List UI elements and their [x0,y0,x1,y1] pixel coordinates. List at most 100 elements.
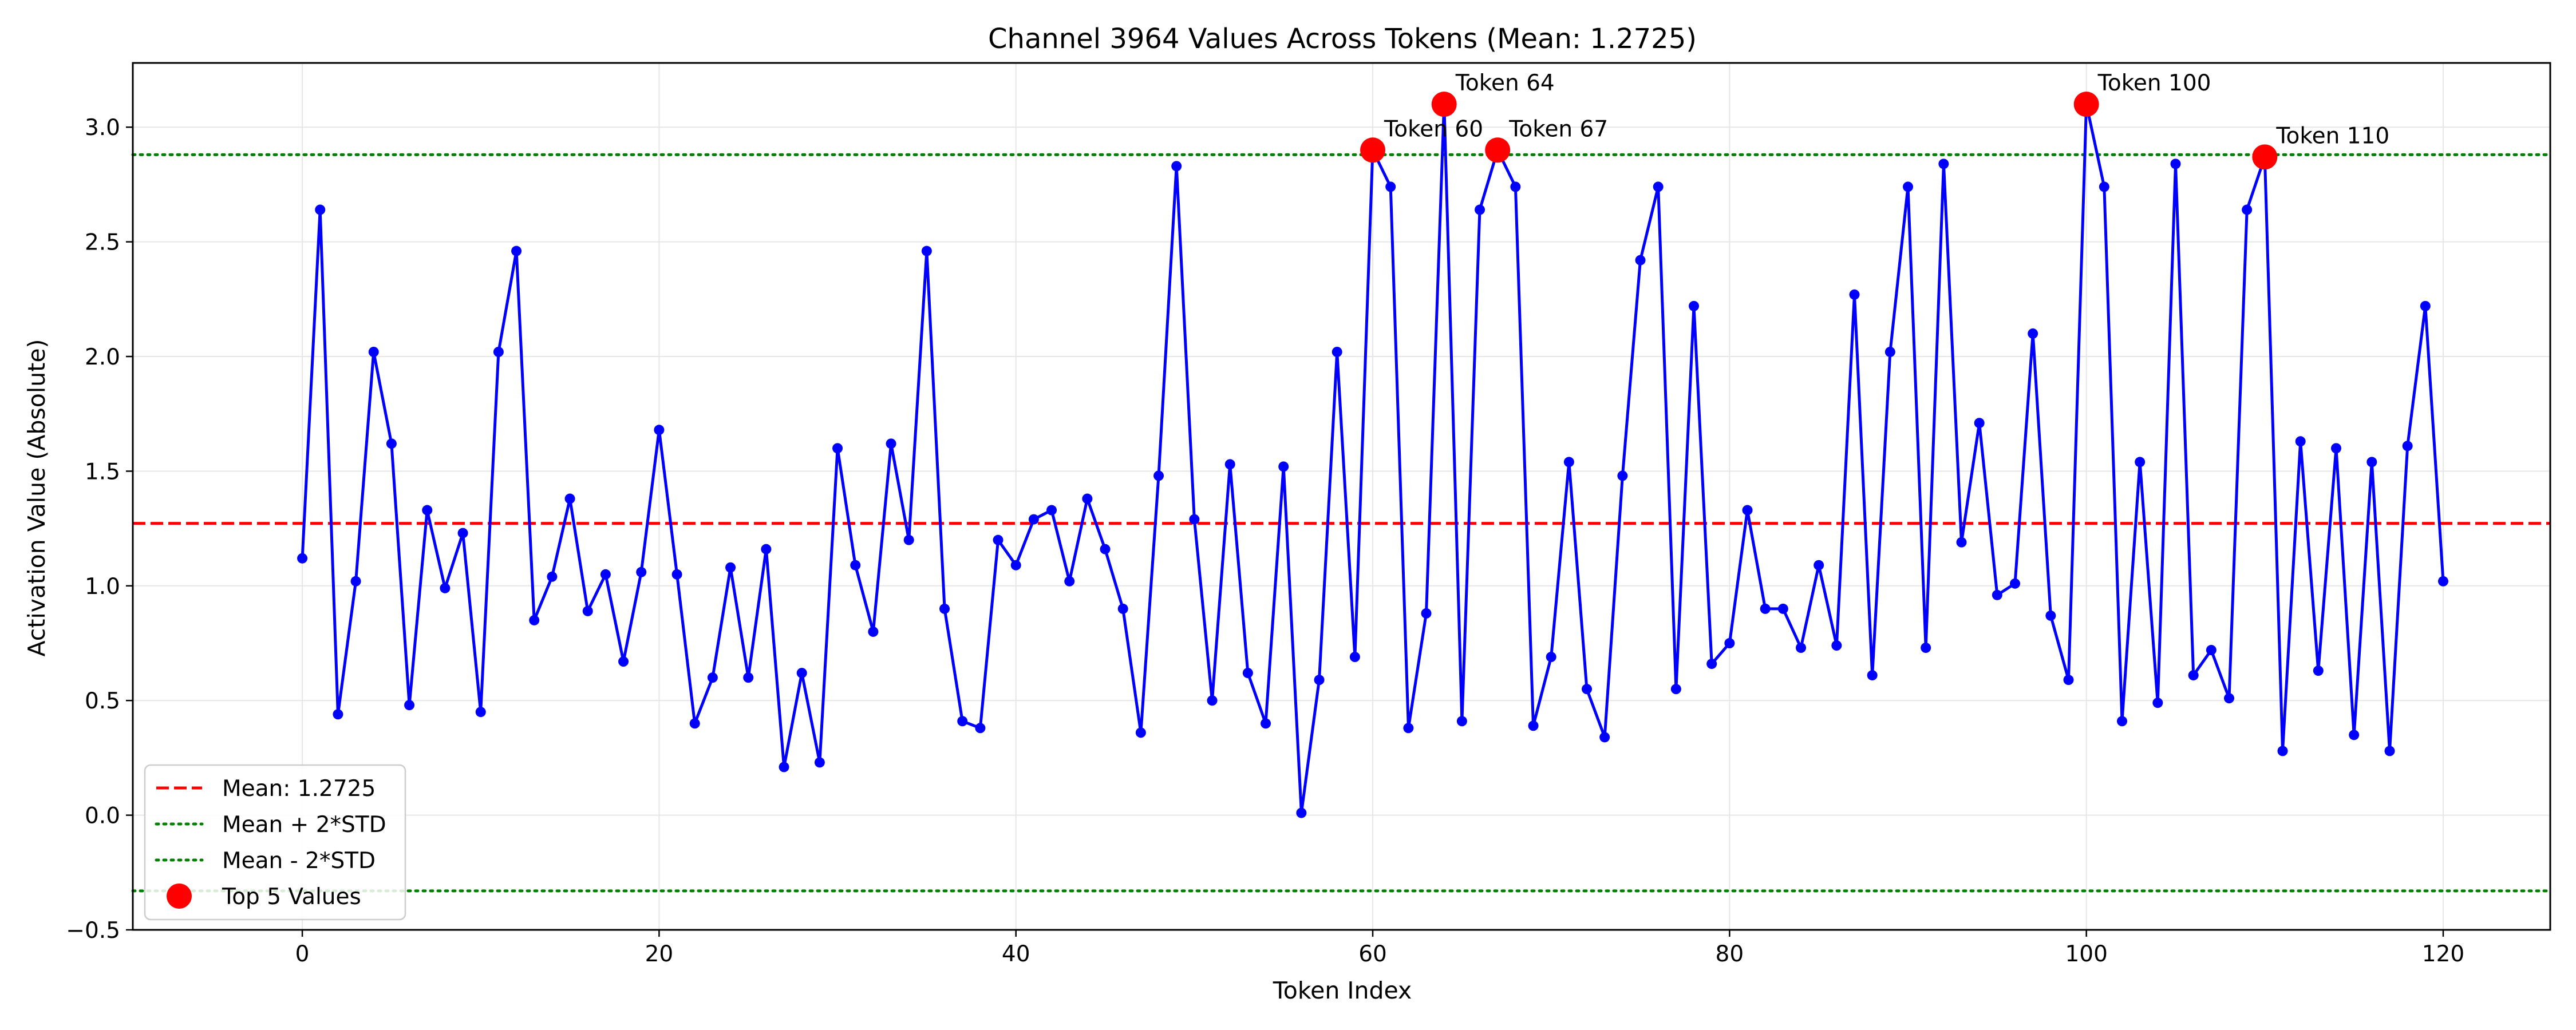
data-point [1135,727,1146,738]
top-values-highlights: Token 60 Token 64 Token 67 Token 100 Token 1… [1360,70,2389,170]
data-point [1421,608,1432,619]
top-value-point [2073,92,2099,117]
data-point [564,493,575,504]
data-point [1974,418,1985,429]
data-point [1046,505,1057,516]
data-point [1884,347,1895,357]
data-point [796,668,807,679]
data-point [1706,659,1717,670]
data-point [779,762,789,772]
data-point [1796,643,1807,653]
data-point [1510,181,1521,192]
data-point [1938,159,1949,169]
y-tick-label: −0.5 [66,918,120,944]
data-point [582,605,593,616]
data-point [1117,603,1128,614]
data-point [1064,576,1075,587]
data-point [2045,610,2056,621]
data-point [1028,514,1039,525]
data-point [1563,457,1574,468]
data-point [333,709,343,720]
data-point [1314,675,1325,686]
data-point [1956,537,1967,548]
data-point [297,553,308,564]
data-point [386,438,397,449]
data-point [1010,560,1021,571]
data-point [475,707,486,718]
data-point [1582,684,1593,695]
data-point [1617,470,1628,481]
axes: 0 20 40 60 80 100 120 −0.5 0.0 0.5 1.0 1.5 2.0 2.5 3.0 [66,62,2551,967]
data-point [993,534,1003,545]
y-tick-label: 0.0 [85,803,120,829]
data-point [2099,181,2109,192]
legend-label: Mean: 1.2725 [222,776,376,802]
data-point [975,723,986,734]
data-point [2135,457,2146,468]
data-point [1296,807,1307,818]
x-tick-label: 0 [295,941,310,967]
data-point [1777,603,1788,614]
y-tick-label: 2.5 [85,230,120,256]
data-point [1189,514,1200,525]
data-point [315,204,326,215]
data-point [1171,161,1182,172]
data-point [618,656,629,667]
data-point [1332,347,1342,357]
data-point [2295,436,2306,447]
reference-lines [131,153,2552,893]
data-point [1082,493,1093,504]
y-tick-label: 1.0 [85,574,120,600]
data-point [671,569,682,580]
data-point [1724,638,1735,649]
x-tick-label: 20 [645,941,674,967]
data-point [2206,645,2217,656]
legend-label: Mean + 2*STD [222,812,386,838]
data-point [1224,459,1235,470]
top-value-annotation: Token 67 [1508,116,1608,142]
data-point [493,347,504,357]
x-tick-label: 80 [1716,941,1744,967]
y-tick-label: 1.5 [85,459,120,485]
data-point [2420,300,2431,311]
data-point [1903,181,1914,192]
y-tick-label: 2.0 [85,344,120,370]
data-point [1278,461,1289,472]
data-point [832,443,843,454]
data-point [1653,181,1664,192]
data-point [2224,693,2235,704]
data-point [1546,652,1556,663]
y-axis-title: Activation Value (Absolute) [23,339,50,656]
data-point [1599,732,1610,743]
data-point [1849,289,1860,300]
data-point [2331,443,2342,454]
top-value-annotation: Token 100 [2097,70,2211,96]
data-point [422,505,433,516]
data-point [2384,746,2395,756]
data-point [1349,652,1360,663]
data-point [957,716,968,727]
data-point [2010,578,2021,589]
data-point [903,534,914,545]
data-point [2277,746,2288,756]
data-point [1689,300,1700,311]
top-value-point [1485,137,1511,163]
data-point [2152,698,2163,708]
data-point [350,576,361,587]
data-point [850,560,861,571]
data-point [2402,441,2413,451]
data-point [511,245,522,256]
legend-label: Mean - 2*STD [222,848,376,874]
chart-title: Channel 3964 Values Across Tokens (Mean:… [988,23,1697,55]
data-point [1760,603,1771,614]
data-point [2349,730,2360,740]
legend-label: Top 5 Values [222,884,361,910]
data-point [2063,675,2074,686]
legend-swatch [167,884,192,909]
data-point [440,583,451,593]
data-point [1742,505,1753,516]
data-point [1528,720,1539,731]
legend-box [144,764,406,921]
data-point [921,245,932,256]
